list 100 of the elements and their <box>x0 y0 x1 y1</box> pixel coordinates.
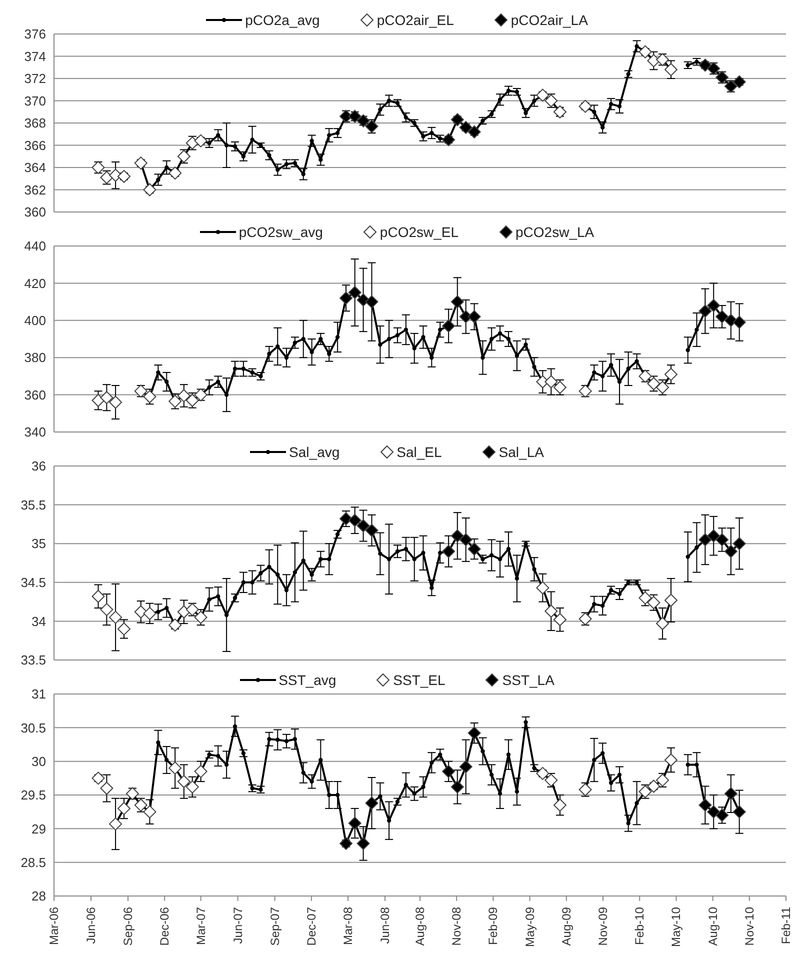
point <box>617 104 622 108</box>
point <box>100 782 114 795</box>
point <box>430 760 434 765</box>
y-tick-label: 28 <box>32 888 46 904</box>
legend-label: Sal_EL <box>396 444 442 460</box>
point <box>450 780 464 794</box>
y-tick-label: 440 <box>24 238 46 254</box>
point <box>395 549 400 554</box>
point <box>686 762 690 767</box>
point <box>143 390 156 404</box>
x-tick-label: Jun-06 <box>84 906 98 944</box>
point <box>553 613 566 626</box>
point <box>498 792 502 796</box>
point <box>686 554 690 559</box>
point <box>664 753 678 766</box>
point <box>327 557 332 562</box>
x-tick-label: Jun-07 <box>230 906 245 944</box>
point <box>442 319 456 332</box>
y-tick-label: 400 <box>24 313 46 328</box>
y-tick-label: 35 <box>32 536 46 552</box>
point <box>100 391 114 404</box>
point <box>109 396 122 409</box>
point <box>698 304 712 318</box>
point <box>664 368 678 381</box>
point <box>430 586 434 590</box>
point <box>386 557 392 562</box>
point <box>506 752 511 757</box>
point <box>438 550 442 556</box>
point <box>301 172 306 176</box>
point <box>626 366 630 371</box>
y-tick-label: 29.5 <box>20 788 46 803</box>
point <box>412 792 416 796</box>
point <box>267 564 272 569</box>
point <box>92 590 105 603</box>
point <box>194 764 208 778</box>
point <box>506 336 511 342</box>
point <box>656 617 670 630</box>
point <box>164 606 169 610</box>
point <box>732 805 746 818</box>
point <box>459 533 472 546</box>
point <box>216 380 220 384</box>
y-tick-label: 34.5 <box>20 575 46 590</box>
point <box>489 553 494 558</box>
point <box>532 364 536 369</box>
x-tick-label: May-10 <box>669 906 684 948</box>
point <box>117 170 130 183</box>
legend-label: SST_avg <box>278 672 336 688</box>
point <box>489 336 494 342</box>
legend-label: SST_LA <box>502 672 554 688</box>
point <box>608 780 614 785</box>
point <box>109 610 122 624</box>
point <box>186 780 199 794</box>
point <box>335 130 340 136</box>
point <box>544 375 558 388</box>
legend-label: Sal_avg <box>289 444 340 460</box>
point <box>600 604 605 608</box>
y-tick-label: 374 <box>24 48 46 64</box>
x-tick-label: Dec-06 <box>158 906 172 946</box>
point <box>421 550 426 556</box>
point <box>378 108 382 112</box>
point <box>592 758 596 762</box>
point <box>348 816 362 830</box>
point <box>724 544 738 558</box>
point <box>216 754 220 758</box>
point <box>553 798 566 812</box>
point <box>592 602 596 606</box>
point <box>143 805 156 818</box>
point <box>468 542 481 556</box>
point <box>276 572 280 577</box>
point <box>442 544 456 558</box>
point <box>164 380 169 384</box>
point <box>386 336 392 342</box>
point <box>600 374 605 378</box>
point <box>412 346 416 350</box>
y-tick-label: 34 <box>32 614 46 629</box>
point <box>276 168 280 172</box>
point <box>292 570 298 574</box>
point <box>258 374 263 378</box>
point <box>117 622 130 636</box>
x-tick-label: Jun-08 <box>378 906 392 944</box>
point <box>378 552 382 556</box>
y-tick-label: 364 <box>24 160 46 176</box>
point <box>301 336 306 342</box>
point <box>608 102 614 106</box>
point <box>404 328 408 332</box>
point <box>100 603 114 616</box>
point <box>664 594 678 607</box>
point <box>164 165 169 170</box>
point <box>532 567 536 572</box>
point <box>694 328 699 332</box>
point <box>365 295 378 308</box>
point <box>267 352 272 356</box>
point <box>276 738 280 742</box>
point <box>686 348 690 352</box>
point <box>156 610 160 614</box>
y-tick-label: 376 <box>24 26 46 42</box>
point <box>386 98 392 103</box>
point <box>698 798 712 812</box>
legend-label: pCO2air_EL <box>376 12 454 28</box>
point <box>732 537 746 550</box>
